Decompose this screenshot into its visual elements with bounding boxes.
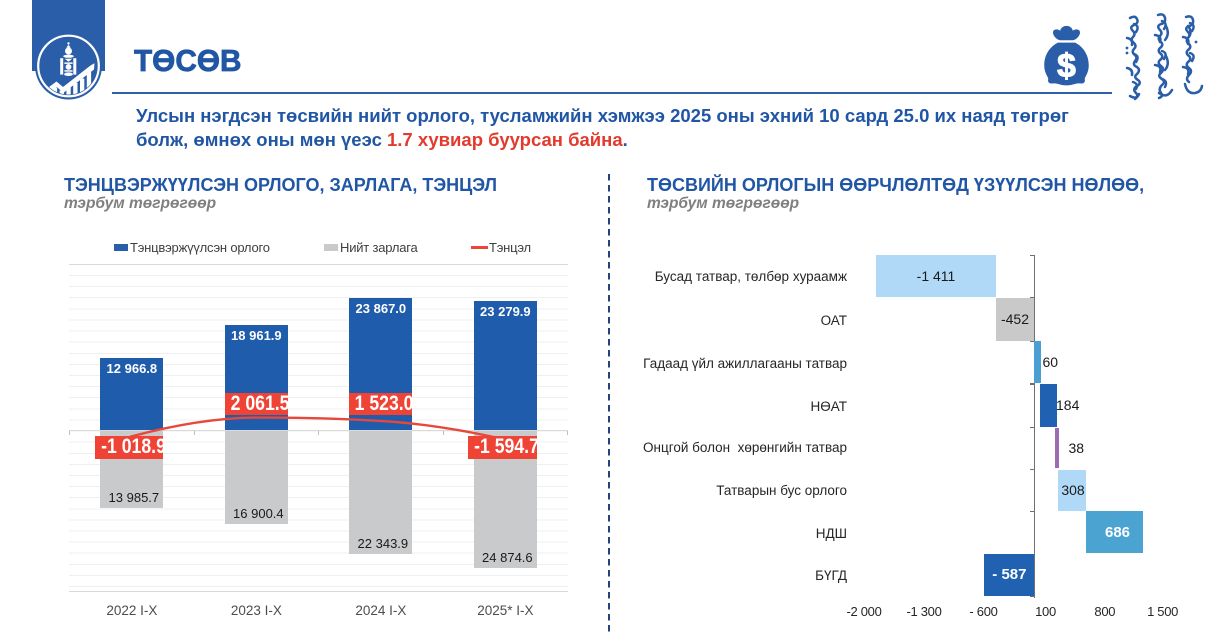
svg-text:$: $ xyxy=(1057,48,1076,85)
